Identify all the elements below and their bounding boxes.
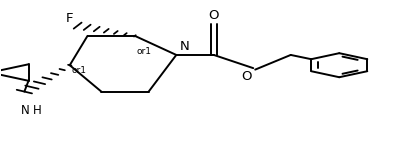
Text: N: N <box>179 40 189 53</box>
Text: or1: or1 <box>137 47 152 56</box>
Text: N: N <box>21 104 29 117</box>
Text: or1: or1 <box>72 66 87 75</box>
Text: F: F <box>65 12 73 25</box>
Text: O: O <box>241 70 251 83</box>
Text: H: H <box>33 104 42 117</box>
Text: O: O <box>209 9 219 22</box>
